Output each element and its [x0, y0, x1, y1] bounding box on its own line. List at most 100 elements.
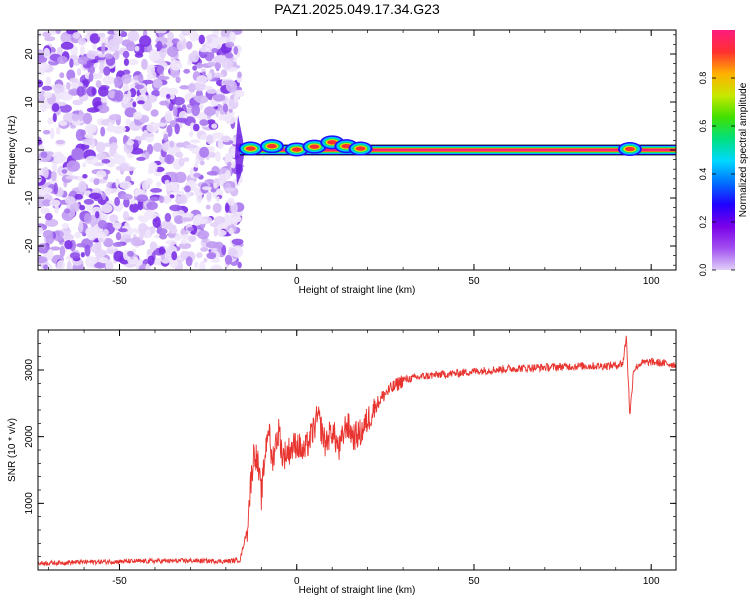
noise-blob	[102, 75, 116, 85]
noise-blob	[136, 194, 149, 202]
noise-blob	[105, 259, 114, 270]
noise-blob	[97, 53, 107, 58]
noise-blob	[204, 106, 216, 117]
noise-blob	[119, 181, 132, 190]
noise-blob	[121, 74, 132, 84]
noise-blob	[200, 160, 205, 166]
noise-blob	[208, 151, 217, 158]
snr-x-tick-label: -50	[112, 576, 127, 587]
noise-blob	[167, 46, 179, 58]
noise-blob	[96, 170, 107, 178]
noise-blob	[86, 107, 100, 113]
noise-blob	[182, 30, 190, 33]
noise-blob	[66, 260, 72, 270]
noise-blob	[230, 147, 237, 159]
noise-blob	[104, 53, 113, 60]
noise-blob	[162, 195, 171, 204]
signal-bump	[355, 146, 366, 151]
noise-blob	[83, 198, 95, 205]
snr-y-tick-label: 1000	[24, 492, 35, 515]
noise-blob	[58, 120, 68, 126]
noise-blob	[154, 234, 161, 239]
noise-blob	[164, 179, 170, 186]
noise-blob	[120, 193, 133, 201]
noise-blob	[206, 171, 218, 176]
noise-blob	[175, 117, 188, 123]
noise-blob	[192, 65, 198, 71]
noise-blob	[146, 73, 154, 80]
noise-blob	[89, 33, 101, 44]
noise-blob	[199, 119, 209, 126]
noise-blob	[172, 184, 180, 194]
noise-blob	[181, 217, 193, 222]
noise-blob	[95, 80, 102, 88]
noise-blob	[221, 58, 233, 70]
noise-blob	[114, 90, 124, 102]
noise-blob	[227, 161, 232, 167]
noise-blob	[70, 124, 76, 129]
noise-blob	[100, 97, 107, 103]
noise-blob	[183, 68, 191, 74]
noise-blob	[94, 262, 106, 269]
noise-blob	[42, 166, 49, 179]
noise-blob	[191, 104, 200, 117]
noise-blob	[78, 109, 84, 122]
noise-blob	[142, 30, 148, 37]
noise-blob	[164, 212, 172, 222]
noise-blob	[210, 264, 223, 270]
spectrogram-axes: -50 0 50 100 -20 -10 0 10 20	[24, 30, 676, 287]
noise-blob	[183, 157, 190, 162]
signal-bump	[266, 143, 277, 149]
noise-blob	[109, 142, 118, 151]
noise-blob	[112, 33, 124, 45]
noise-blob	[101, 42, 106, 55]
noise-blob	[40, 151, 48, 158]
noise-blob	[185, 256, 193, 267]
noise-blob	[38, 98, 45, 102]
noise-blob	[82, 138, 95, 146]
noise-blob	[170, 60, 183, 71]
noise-blob	[172, 106, 178, 117]
noise-blob	[75, 129, 85, 141]
noise-blob	[188, 235, 197, 242]
noise-blob	[38, 62, 49, 71]
noise-blob	[62, 233, 74, 241]
noise-blob	[164, 154, 175, 165]
noise-blob	[61, 169, 68, 174]
noise-blob	[80, 252, 85, 258]
noise-blob	[156, 40, 163, 51]
noise-blob	[66, 82, 71, 90]
noise-blob	[95, 152, 107, 161]
noise-blob	[165, 171, 178, 176]
noise-blob	[88, 72, 94, 82]
noise-blob	[42, 187, 53, 194]
noise-blob	[49, 246, 61, 251]
signal-bump	[291, 147, 302, 152]
noise-blob	[43, 264, 49, 270]
snr-y-tick-label: 3000	[24, 358, 35, 381]
noise-blob	[97, 32, 106, 38]
snr-x-tick-label: 100	[643, 576, 660, 587]
noise-blob	[122, 84, 128, 92]
colorbar-tick-label: 0.6	[698, 120, 708, 133]
noise-blob	[158, 195, 165, 204]
noise-blob	[169, 194, 175, 199]
noise-blob	[123, 197, 130, 208]
noise-blob	[237, 261, 242, 269]
noise-blob	[193, 95, 199, 101]
noise-blob	[188, 52, 196, 62]
spectrogram-y-tick-label: 0	[24, 147, 35, 153]
noise-blob	[200, 134, 209, 141]
noise-blob	[206, 72, 213, 81]
noise-blob	[51, 162, 58, 172]
noise-blob	[57, 155, 67, 163]
noise-blob	[179, 234, 191, 240]
noise-blob	[159, 100, 169, 106]
noise-blob	[78, 220, 84, 233]
colorbar-ticks: 0.0 0.2 0.4 0.6 0.8	[698, 72, 735, 276]
noise-blob	[74, 231, 82, 239]
noise-blob	[167, 31, 175, 41]
noise-blob	[206, 252, 217, 260]
noise-blob	[168, 103, 174, 112]
snr-y-label: SNR (10 * v/v)	[7, 418, 18, 482]
